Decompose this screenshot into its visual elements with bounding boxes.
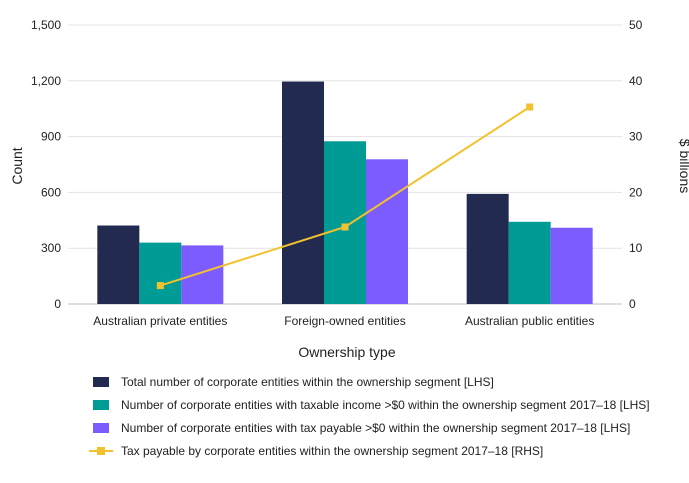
legend-label: Total number of corporate entities withi… (121, 375, 494, 389)
y-axis-ticks: 0 300 600 900 1,200 1,500 (31, 18, 61, 311)
bars (97, 81, 593, 304)
y2-tick-label: 20 (629, 185, 643, 199)
y-axis-title: Count (9, 147, 25, 184)
y2-tick-label: 0 (629, 297, 636, 311)
legend-label: Number of corporate entities with taxabl… (121, 398, 650, 412)
category-labels: Australian private entities Foreign-owned… (93, 314, 594, 328)
bar (366, 159, 408, 304)
y-tick-label: 0 (54, 297, 61, 311)
category-label: Australian public entities (465, 314, 594, 328)
y2-axis-title: $ billions (677, 139, 689, 193)
y2-tick-label: 30 (629, 130, 643, 144)
legend-swatch-marker (97, 447, 105, 455)
category-label: Australian private entities (93, 314, 227, 328)
x-axis-title: Ownership type (298, 344, 395, 360)
y2-axis-ticks: 0 10 20 30 40 50 (629, 18, 643, 311)
y-tick-label: 1,500 (31, 18, 61, 32)
bar (181, 245, 224, 304)
legend-label: Number of corporate entities with tax pa… (121, 421, 630, 435)
category-label: Foreign-owned entities (284, 314, 405, 328)
y2-tick-label: 40 (629, 74, 643, 88)
bar (282, 81, 324, 304)
legend: Total number of corporate entities withi… (89, 375, 650, 458)
line-point (156, 282, 164, 290)
bar (550, 227, 593, 304)
y-tick-label: 300 (41, 241, 61, 255)
y-tick-label: 900 (41, 130, 61, 144)
line-series (156, 103, 534, 290)
line-point (341, 223, 349, 231)
bar (508, 221, 551, 304)
y2-tick-label: 10 (629, 241, 643, 255)
legend-swatch (93, 423, 109, 433)
legend-swatch (93, 377, 109, 387)
y2-tick-label: 50 (629, 18, 643, 32)
legend-label: Tax payable by corporate entities within… (121, 444, 543, 458)
bar (139, 242, 182, 304)
bar (466, 193, 509, 304)
legend-swatch (93, 400, 109, 410)
y-tick-label: 600 (41, 185, 61, 199)
bar (97, 225, 140, 304)
y-tick-label: 1,200 (31, 74, 61, 88)
bar (324, 141, 366, 304)
line-point (526, 103, 534, 111)
